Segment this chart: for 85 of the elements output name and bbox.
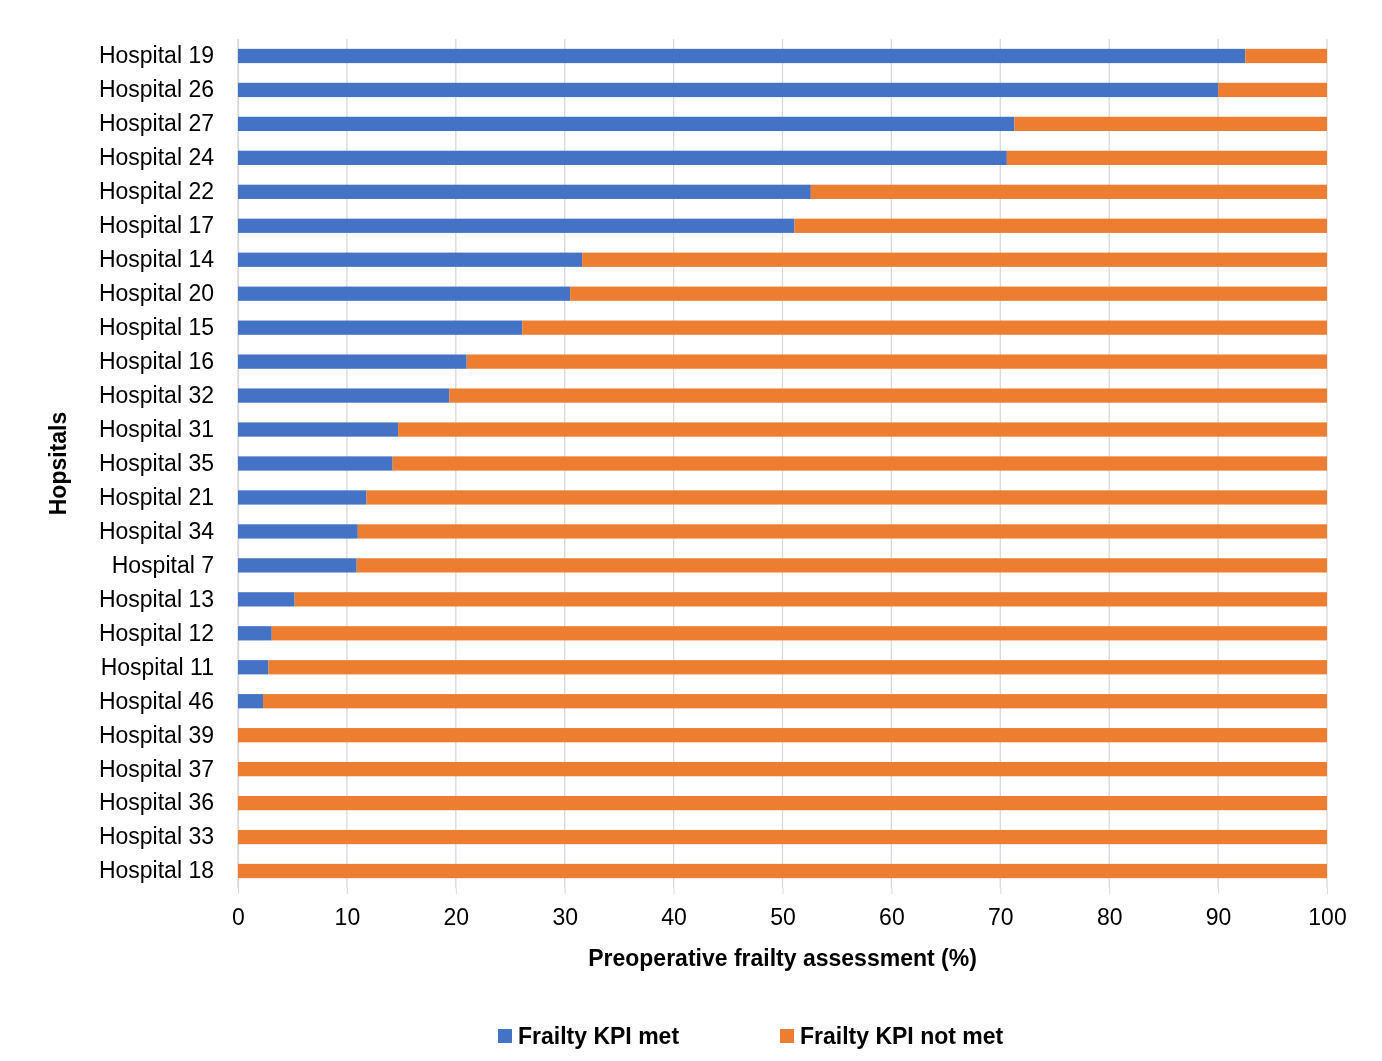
bar [238, 184, 811, 199]
y-tick-label: Hospital 15 [98, 314, 214, 341]
bar [294, 592, 1327, 607]
bar [238, 490, 367, 505]
y-tick-label: Hospital 21 [98, 483, 214, 510]
bar [238, 456, 393, 471]
bar [238, 48, 1246, 64]
x-tick-label: 60 [879, 903, 905, 930]
x-tick-label: 100 [1308, 903, 1347, 930]
bar [238, 82, 1219, 98]
bar [810, 184, 1327, 199]
bar [238, 354, 467, 369]
bar [238, 829, 1327, 845]
bar [392, 456, 1327, 471]
y-tick-label: Hospital 26 [98, 76, 214, 103]
y-tick-label: Hospital 24 [98, 144, 215, 171]
x-tick-label: 50 [770, 903, 796, 930]
y-tick-label: Hospital 36 [98, 789, 214, 816]
bar [794, 218, 1327, 233]
bar [582, 252, 1327, 267]
bar [1006, 150, 1327, 165]
x-tick-label: 10 [334, 903, 361, 930]
y-tick-label: Hospital 31 [98, 415, 214, 442]
y-tick-label: Hospital 19 [98, 42, 214, 69]
bar [238, 762, 1327, 777]
bar [238, 116, 1015, 132]
y-tick-label: Hospital 20 [98, 280, 214, 307]
x-tick-label: 90 [1205, 903, 1232, 930]
y-tick-label: Hospital 18 [98, 857, 214, 884]
bar [238, 660, 269, 675]
x-axis-title: Preoperative frailty assessment (%) [588, 945, 977, 971]
bar [238, 592, 295, 607]
bar [466, 354, 1327, 369]
bar [238, 728, 1327, 743]
bar [398, 422, 1327, 437]
bar [1218, 82, 1327, 98]
bar [238, 795, 1327, 811]
bar [1014, 116, 1327, 132]
bar [357, 524, 1327, 539]
x-tick-label: 40 [661, 903, 687, 930]
x-tick-label: 20 [443, 903, 470, 930]
x-tick-label: 30 [552, 903, 578, 930]
y-tick-label: Hospital 22 [98, 178, 214, 205]
y-tick-label: Hospital 7 [111, 551, 214, 578]
y-tick-label: Hospital 16 [98, 347, 214, 374]
bar [356, 558, 1327, 573]
bar [238, 320, 523, 335]
x-tick-label: 70 [988, 903, 1014, 930]
bar [238, 694, 264, 709]
x-tick-label: 80 [1096, 903, 1123, 930]
bar [263, 694, 1327, 709]
y-tick-label: Hospital 14 [98, 246, 215, 273]
bar [238, 422, 399, 437]
bar [366, 490, 1327, 505]
y-tick-label: Hospital 32 [98, 381, 214, 408]
bar [238, 863, 1327, 879]
bar [449, 388, 1327, 403]
bar [238, 524, 358, 539]
bar [238, 252, 583, 267]
y-tick-label: Hospital 11 [100, 653, 214, 680]
y-tick-label: Hospital 39 [98, 721, 214, 748]
legend-label: Frailty KPI not met [800, 1023, 1004, 1049]
y-tick-label: Hospital 12 [98, 619, 214, 646]
bar [570, 286, 1327, 301]
bar [271, 626, 1327, 641]
bar [238, 558, 357, 573]
bar [238, 286, 571, 301]
y-tick-label: Hospital 37 [98, 755, 214, 782]
bar [238, 150, 1007, 165]
y-tick-label: Hospital 27 [98, 110, 214, 137]
y-tick-label: Hospital 46 [98, 687, 214, 714]
y-tick-label: Hospital 35 [98, 449, 214, 476]
y-tick-label: Hospital 34 [98, 517, 215, 544]
bar [522, 320, 1327, 335]
legend-label: Frailty KPI met [518, 1023, 680, 1049]
bar [238, 218, 795, 233]
x-tick-label: 0 [232, 903, 245, 930]
bar [238, 388, 450, 403]
y-tick-label: Hospital 13 [98, 585, 214, 612]
y-axis-title: Hopsitals [45, 411, 71, 516]
bar [1245, 48, 1327, 64]
y-tick-label: Hospital 17 [98, 212, 214, 239]
y-tick-label: Hospital 33 [98, 823, 214, 850]
bar [268, 660, 1327, 675]
bar [238, 626, 272, 641]
